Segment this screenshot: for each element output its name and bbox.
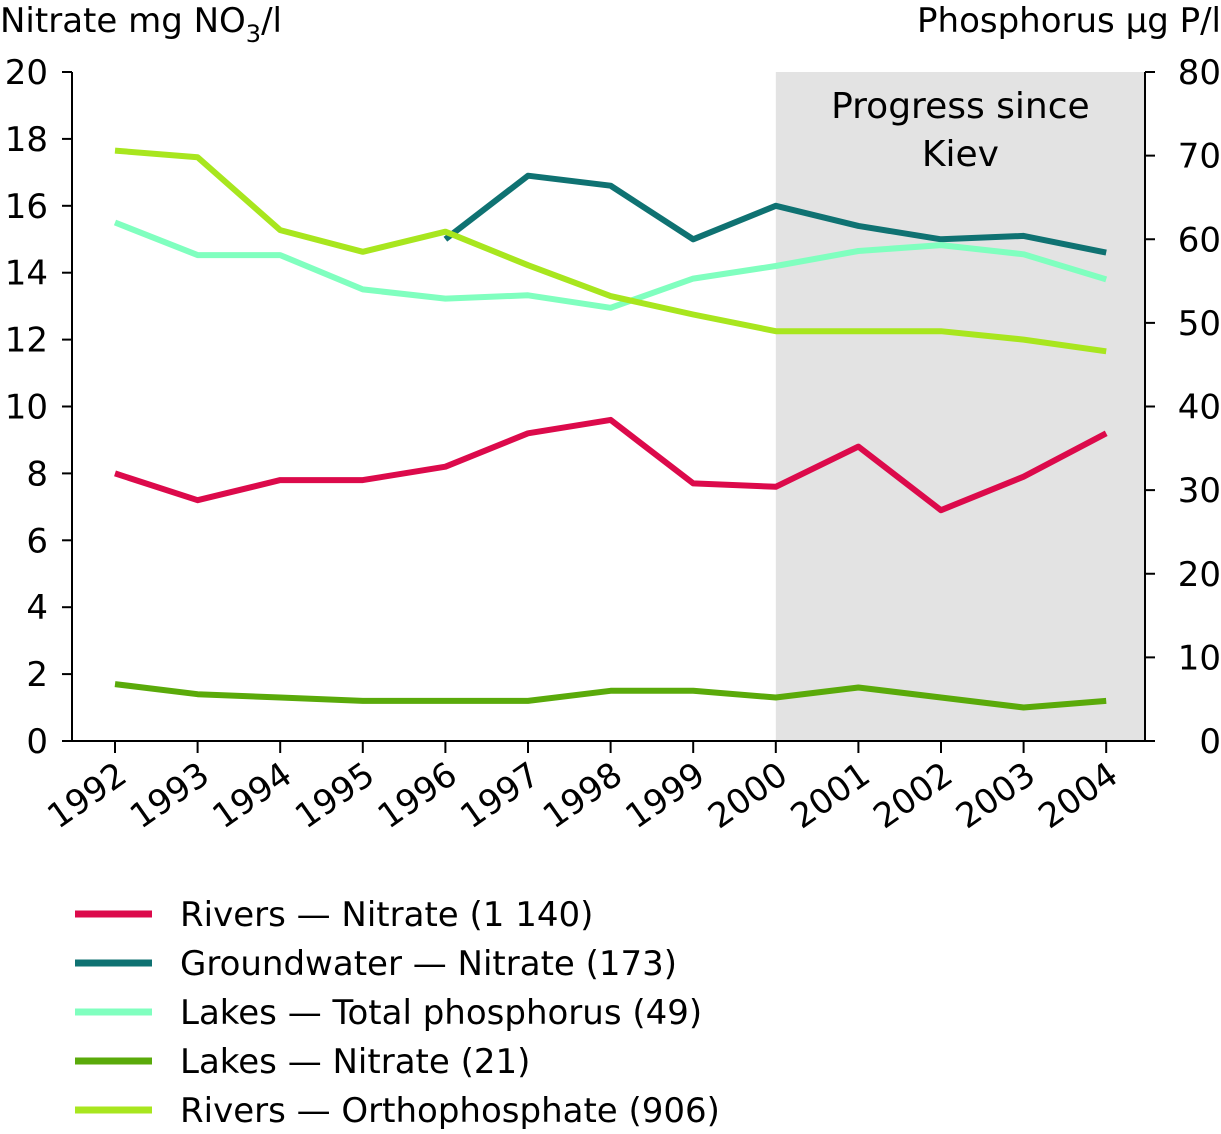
- right-tick-label: 10: [1178, 638, 1221, 678]
- x-tick-label: 1996: [371, 755, 465, 837]
- right-tick-label: 80: [1178, 53, 1221, 93]
- series-line-2: [443, 172, 1107, 256]
- x-tick-label: 1992: [40, 755, 134, 837]
- legend: Rivers — Nitrate (1 140) Groundwater — Ni…: [75, 895, 720, 1131]
- left-tick-label: 0: [26, 722, 48, 762]
- left-tick-label: 2: [26, 655, 48, 695]
- series-lines: [113, 147, 1108, 711]
- x-tick-label: 1995: [288, 755, 382, 837]
- left-tick-label: 16: [5, 187, 48, 227]
- x-tick-label: 2001: [784, 755, 878, 837]
- x-tick-label: 2003: [949, 755, 1043, 837]
- series-line-4: [114, 681, 1107, 711]
- x-tick-label: 1999: [619, 755, 713, 837]
- x-tick-label: 1993: [123, 755, 217, 837]
- right-tick-label: 0: [1199, 722, 1221, 762]
- series-line-1: [114, 416, 1108, 514]
- left-tick-label: 10: [5, 388, 48, 428]
- x-tick-label: 1998: [536, 755, 630, 837]
- legend-label: Lakes — Total phosphorus (49): [180, 993, 702, 1033]
- progress-since-kiev-shaded-region: [775, 72, 1145, 741]
- x-tick-label: 2004: [1032, 755, 1126, 837]
- left-tick-label: 12: [5, 321, 48, 361]
- series-line-5: [114, 147, 1107, 355]
- legend-label: Lakes — Nitrate (21): [180, 1042, 530, 1082]
- legend-label: Rivers — Nitrate (1 140): [180, 895, 593, 935]
- legend-label: Groundwater — Nitrate (173): [180, 944, 677, 984]
- left-axis-title: Nitrate mg NO3/l: [0, 1, 282, 48]
- x-tick-label: 1994: [206, 755, 300, 837]
- x-tick-label: 1997: [453, 755, 547, 837]
- series-line-3: [113, 219, 1108, 311]
- right-tick-label: 40: [1178, 388, 1221, 428]
- right-axis-title: Phosphorus µg P/l: [917, 1, 1221, 41]
- left-tick-label: 6: [26, 521, 48, 561]
- left-tick-label: 20: [5, 53, 48, 93]
- x-tick-label: 2002: [866, 755, 960, 837]
- left-tick-label: 8: [26, 454, 48, 494]
- right-tick-label: 50: [1178, 304, 1221, 344]
- right-tick-label: 20: [1178, 555, 1221, 595]
- shaded-region-label-line2: Kiev: [922, 134, 999, 175]
- left-tick-label: 14: [5, 254, 48, 294]
- right-tick-label: 60: [1178, 220, 1221, 260]
- left-tick-label: 4: [26, 588, 48, 628]
- left-tick-label: 18: [5, 120, 48, 160]
- right-tick-label: 30: [1178, 471, 1221, 511]
- x-tick-label: 2000: [701, 755, 795, 837]
- legend-label: Rivers — Orthophosphate (906): [180, 1091, 720, 1131]
- right-tick-label: 70: [1178, 137, 1221, 177]
- shaded-region-label-line1: Progress since: [831, 86, 1090, 127]
